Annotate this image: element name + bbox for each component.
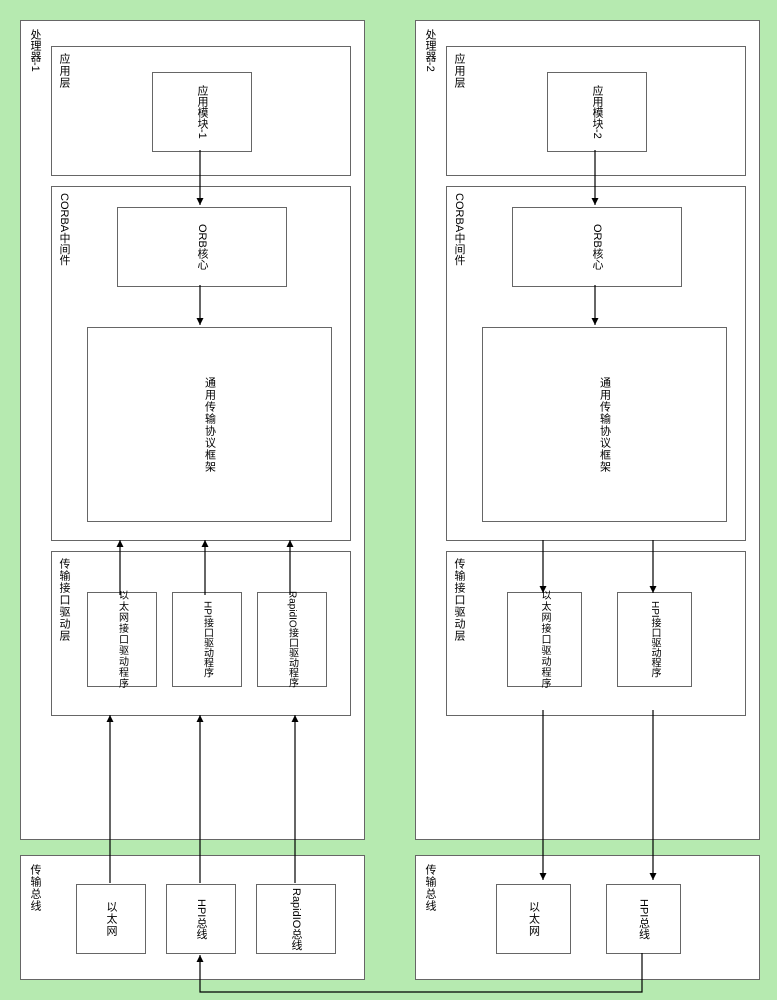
p1-app-module-label: 应用模块-1 — [194, 85, 210, 139]
p2-corba-layer: CORBA中间件 ORB核心 通用传输协议框架 — [446, 186, 746, 541]
p1-orb-label: ORB核心 — [194, 224, 210, 270]
p1-transport-frame: 通用传输协议框架 — [87, 327, 332, 522]
p1-driver-layer: 传输接口驱动层 以太网接口驱动程序 HPI接口驱动程序 RapidIO接口驱动程… — [51, 551, 351, 716]
p1-bus: 传输总线 以太网 HPI总线 RapidIO总线 — [20, 855, 365, 980]
p2-bus-1-label: HPI总线 — [636, 899, 652, 939]
p2-driver-1-label: HPI接口驱动程序 — [647, 601, 662, 678]
p1-corba-layer: CORBA中间件 ORB核心 通用传输协议框架 — [51, 186, 351, 541]
processor-1: 处理器-1 应用层 应用模块-1 CORBA中间件 ORB核心 通用传输协议框架… — [20, 20, 365, 840]
p1-bus-1: HPI总线 — [166, 884, 236, 954]
p2-driver-layer: 传输接口驱动层 以太网接口驱动程序 HPI接口驱动程序 — [446, 551, 746, 716]
p1-app-module: 应用模块-1 — [152, 72, 252, 152]
p2-app-module-label: 应用模块-2 — [589, 85, 605, 139]
p1-orb: ORB核心 — [117, 207, 287, 287]
p2-app-layer: 应用层 应用模块-2 — [446, 46, 746, 176]
p1-app-layer-label: 应用层 — [56, 53, 72, 89]
p2-driver-0-label: 以太网接口驱动程序 — [537, 590, 552, 689]
p1-driver-0: 以太网接口驱动程序 — [87, 592, 157, 687]
p2-transport-frame: 通用传输协议框架 — [482, 327, 727, 522]
p2-bus-1: HPI总线 — [606, 884, 681, 954]
p1-transport-frame-label: 通用传输协议框架 — [202, 377, 218, 473]
p2-corba-label: CORBA中间件 — [451, 193, 467, 265]
p1-app-layer: 应用层 应用模块-1 — [51, 46, 351, 176]
p2-driver-0: 以太网接口驱动程序 — [507, 592, 582, 687]
p2-driver-1: HPI接口驱动程序 — [617, 592, 692, 687]
p2-app-module: 应用模块-2 — [547, 72, 647, 152]
processor-2: 处理器-2 应用层 应用模块-2 CORBA中间件 ORB核心 通用传输协议框架… — [415, 20, 760, 840]
p1-driver-2-label: RapidIO接口驱动程序 — [285, 591, 300, 688]
p1-driver-2: RapidIO接口驱动程序 — [257, 592, 327, 687]
p2-bus-label: 传输总线 — [422, 864, 438, 912]
p2-orb-label: ORB核心 — [589, 224, 605, 270]
p1-bus-0-label: 以太网 — [103, 901, 119, 937]
p2-driver-label: 传输接口驱动层 — [451, 558, 467, 642]
p1-bus-1-label: HPI总线 — [193, 899, 209, 939]
p1-driver-1-label: HPI接口驱动程序 — [200, 601, 215, 678]
p2-bus-0: 以太网 — [496, 884, 571, 954]
p2-app-layer-label: 应用层 — [451, 53, 467, 89]
p1-driver-label: 传输接口驱动层 — [56, 558, 72, 642]
p1-driver-0-label: 以太网接口驱动程序 — [115, 590, 130, 689]
p1-driver-1: HPI接口驱动程序 — [172, 592, 242, 687]
p2-bus: 传输总线 以太网 HPI总线 — [415, 855, 760, 980]
processor-1-title: 处理器-1 — [27, 29, 43, 72]
p1-corba-label: CORBA中间件 — [56, 193, 72, 265]
p1-bus-2: RapidIO总线 — [256, 884, 336, 954]
p2-bus-0-label: 以太网 — [526, 901, 542, 937]
p1-bus-label: 传输总线 — [27, 864, 43, 912]
p1-bus-0: 以太网 — [76, 884, 146, 954]
p2-transport-frame-label: 通用传输协议框架 — [597, 377, 613, 473]
p1-bus-2-label: RapidIO总线 — [288, 888, 304, 950]
p2-orb: ORB核心 — [512, 207, 682, 287]
processor-2-title: 处理器-2 — [422, 29, 438, 72]
